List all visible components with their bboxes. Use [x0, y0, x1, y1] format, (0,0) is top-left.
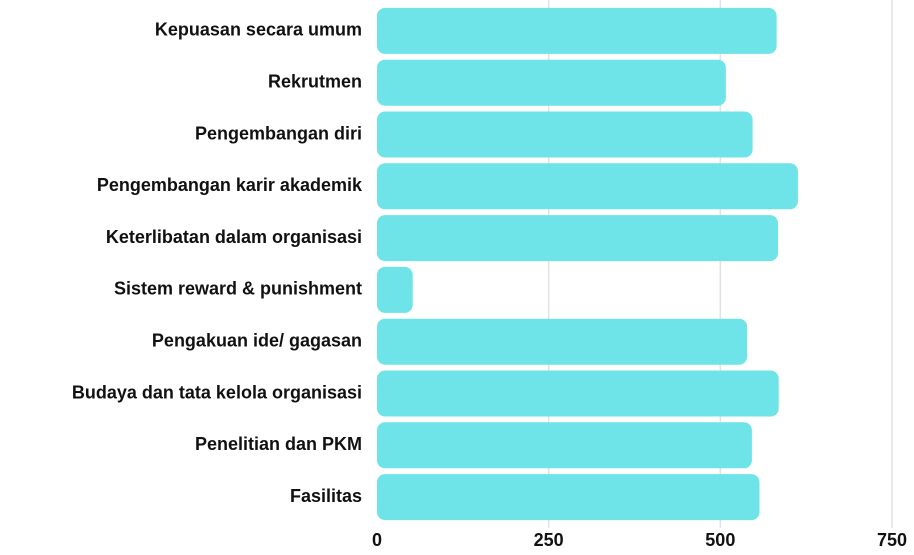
bar: [377, 474, 760, 521]
bar: [377, 266, 413, 313]
bar: [377, 163, 798, 210]
x-tick-label: 500: [705, 530, 735, 550]
y-tick-label: Penelitian dan PKM: [195, 434, 362, 454]
x-tick-label: 0: [372, 530, 382, 550]
bar: [377, 7, 777, 54]
y-tick-label: Rekrutmen: [268, 71, 362, 91]
y-tick-label: Keterlibatan dalam organisasi: [106, 227, 362, 247]
bar: [377, 215, 779, 262]
bar: [377, 370, 779, 417]
bar: [377, 111, 753, 158]
x-tick-label: 250: [534, 530, 564, 550]
bar: [377, 318, 748, 365]
y-tick-label: Fasilitas: [290, 486, 362, 506]
y-tick-label: Budaya dan tata kelola organisasi: [72, 382, 362, 402]
bar: [377, 59, 726, 106]
y-tick-label: Pengakuan ide/ gagasan: [152, 330, 362, 350]
bar: [377, 422, 752, 469]
y-tick-label: Sistem reward & punishment: [114, 279, 362, 299]
y-tick-label: Pengembangan diri: [195, 123, 362, 143]
x-tick-label: 750: [877, 530, 907, 550]
y-tick-label: Kepuasan secara umum: [155, 20, 362, 40]
y-tick-label: Pengembangan karir akademik: [97, 175, 363, 195]
